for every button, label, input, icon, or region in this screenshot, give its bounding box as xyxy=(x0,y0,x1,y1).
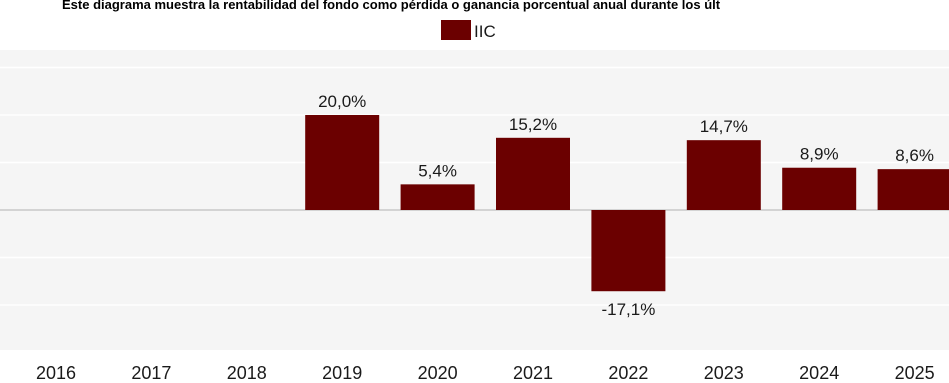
x-tick-label: 2022 xyxy=(608,363,648,383)
x-tick-label: 2019 xyxy=(322,363,362,383)
value-label-2023: 14,7% xyxy=(700,117,748,136)
value-labels: 20,0% 5,4% 15,2% -17,1% 14,7% 8,9% 8,6% xyxy=(318,92,934,319)
value-label-2024: 8,9% xyxy=(800,145,839,164)
x-tick-label: 2017 xyxy=(131,363,171,383)
bar-2023 xyxy=(686,140,761,210)
x-tick-label: 2018 xyxy=(227,363,267,383)
x-tick-label: 2025 xyxy=(895,363,935,383)
legend: IIC xyxy=(441,20,496,41)
bar-2024 xyxy=(782,167,857,210)
x-axis-ticks: 2016 2017 2018 2019 2020 2021 2022 2023 2024 2025 xyxy=(36,363,935,383)
bar-2022 xyxy=(591,210,666,292)
legend-swatch-iic xyxy=(441,20,471,40)
x-tick-label: 2021 xyxy=(513,363,553,383)
bar-2025 xyxy=(877,169,949,210)
bar-2021 xyxy=(496,137,570,210)
bar-2019 xyxy=(305,115,380,210)
value-label-2022: -17,1% xyxy=(601,300,655,319)
x-tick-label: 2023 xyxy=(704,363,744,383)
value-label-2025: 8,6% xyxy=(895,146,934,165)
value-label-2020: 5,4% xyxy=(418,161,457,180)
x-tick-label: 2016 xyxy=(36,363,76,383)
legend-label-iic: IIC xyxy=(474,22,496,41)
x-tick-label: 2020 xyxy=(418,363,458,383)
bars xyxy=(305,115,949,292)
x-tick-label: 2024 xyxy=(799,363,839,383)
value-label-2019: 20,0% xyxy=(318,92,366,111)
value-label-2021: 15,2% xyxy=(509,115,557,134)
chart-subtitle: Este diagrama muestra la rentabilidad de… xyxy=(62,0,721,12)
bar-2020 xyxy=(400,184,475,210)
